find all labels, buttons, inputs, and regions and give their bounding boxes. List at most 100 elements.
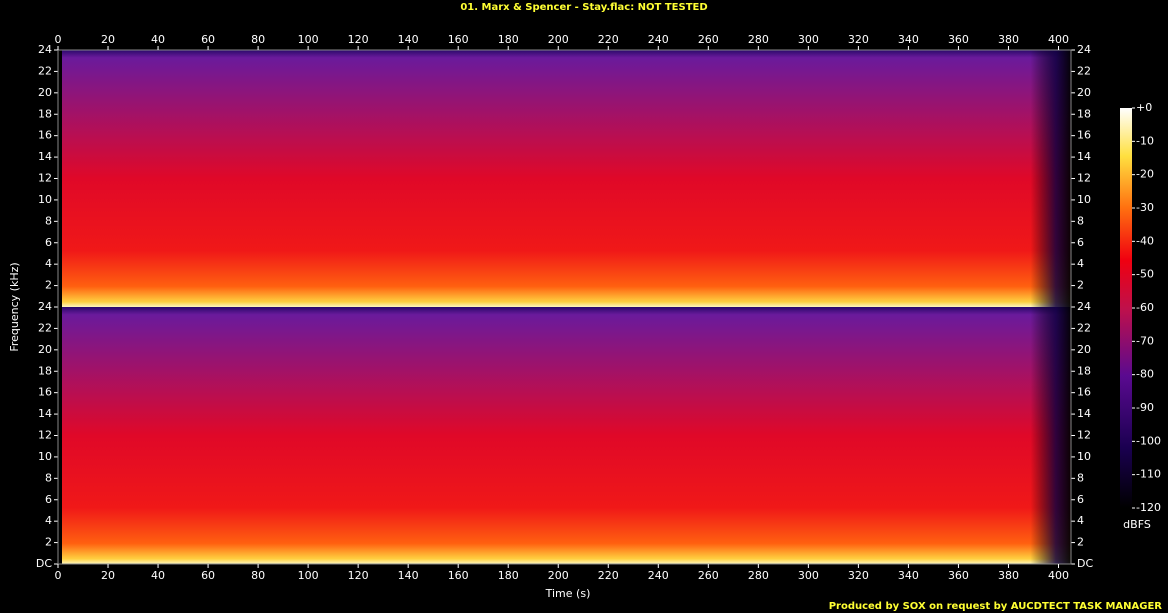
credit: Produced by SOX on request by AUCDTECT T… xyxy=(829,601,1163,612)
y-tick-label: 2 xyxy=(45,279,52,292)
y-tick-label: 20 xyxy=(38,86,52,99)
x-tick-label: 60 xyxy=(201,569,215,582)
y-tick-label: 12 xyxy=(38,172,52,185)
y-tick-label: 4 xyxy=(45,514,52,527)
x-tick-label: 380 xyxy=(998,33,1019,46)
x-tick-label: 400 xyxy=(1048,569,1069,582)
colorbar-tick-label: -20 xyxy=(1136,168,1154,181)
y-tick-label: 16 xyxy=(1077,129,1091,142)
chart-title: 01. Marx & Spencer - Stay.flac: NOT TEST… xyxy=(460,2,707,13)
x-tick-label: 160 xyxy=(448,569,469,582)
y-tick-label: 4 xyxy=(1077,257,1084,270)
y-tick-label: 18 xyxy=(38,364,52,377)
x-axis-label: Time (s) xyxy=(545,587,591,600)
y-tick-label: 10 xyxy=(1077,450,1091,463)
y-tick-label: 10 xyxy=(38,450,52,463)
y-tick-label: 20 xyxy=(1077,343,1091,356)
x-tick-label: 200 xyxy=(548,569,569,582)
y-tick-label: 12 xyxy=(1077,429,1091,442)
y-tick-label: 2 xyxy=(1077,536,1084,549)
colorbar-tick-label: -70 xyxy=(1136,334,1154,347)
y-tick-label: 24 xyxy=(38,43,52,56)
spectrogram-fade xyxy=(58,307,1071,564)
y-tick-label: 12 xyxy=(38,429,52,442)
y-tick-label: 6 xyxy=(45,236,52,249)
y-tick-label: 6 xyxy=(1077,236,1084,249)
x-tick-label: 20 xyxy=(101,569,115,582)
colorbar-tick-label: -100 xyxy=(1136,434,1161,447)
x-tick-label: 320 xyxy=(848,33,869,46)
y-tick-label: 22 xyxy=(1077,321,1091,334)
y-tick-label: 14 xyxy=(1077,407,1091,420)
colorbar-tick-label: -60 xyxy=(1136,301,1154,314)
x-tick-label: 260 xyxy=(698,569,719,582)
x-tick-label: 140 xyxy=(398,569,419,582)
colorbar-tick-label: -90 xyxy=(1136,401,1154,414)
x-tick-label: 60 xyxy=(201,33,215,46)
colorbar-tick-label: -30 xyxy=(1136,201,1154,214)
x-tick-label: 300 xyxy=(798,33,819,46)
x-tick-label: 360 xyxy=(948,569,969,582)
y-tick-label: 8 xyxy=(45,471,52,484)
x-tick-label: 280 xyxy=(748,33,769,46)
y-tick-label: 24 xyxy=(38,300,52,313)
y-tick-label: 10 xyxy=(1077,193,1091,206)
colorbar-tick-label: -110 xyxy=(1136,468,1161,481)
x-tick-label: 400 xyxy=(1048,33,1069,46)
x-tick-label: 100 xyxy=(298,569,319,582)
y-tick-label: 16 xyxy=(38,386,52,399)
x-tick-label: 320 xyxy=(848,569,869,582)
y-tick-label: 8 xyxy=(1077,471,1084,484)
x-tick-label: 200 xyxy=(548,33,569,46)
y-axis-label: Frequency (kHz) xyxy=(8,262,21,351)
y-tick-label: 6 xyxy=(1077,493,1084,506)
colorbar-tick-label: -50 xyxy=(1136,268,1154,281)
y-tick-label: 8 xyxy=(45,214,52,227)
x-tick-label: 340 xyxy=(898,33,919,46)
y-tick-label: 18 xyxy=(38,107,52,120)
x-tick-label: 340 xyxy=(898,569,919,582)
x-tick-label: 240 xyxy=(648,33,669,46)
x-tick-label: 140 xyxy=(398,33,419,46)
x-tick-label: 100 xyxy=(298,33,319,46)
y-tick-label: 16 xyxy=(38,129,52,142)
x-tick-label: 80 xyxy=(251,569,265,582)
colorbar-tick-label: -120 xyxy=(1136,501,1161,514)
y-tick-label: 24 xyxy=(1077,300,1091,313)
y-tick-label: 4 xyxy=(1077,514,1084,527)
spectrogram-intro xyxy=(58,50,62,307)
x-tick-label: 40 xyxy=(151,569,165,582)
x-tick-label: 220 xyxy=(598,33,619,46)
y-tick-label: 6 xyxy=(45,493,52,506)
x-tick-label: 160 xyxy=(448,33,469,46)
x-tick-label: 240 xyxy=(648,569,669,582)
x-tick-label: 0 xyxy=(55,33,62,46)
x-tick-label: 120 xyxy=(348,33,369,46)
spectrogram-intro xyxy=(58,307,62,564)
y-tick-label: 8 xyxy=(1077,214,1084,227)
x-tick-label: 380 xyxy=(998,569,1019,582)
x-tick-label: 280 xyxy=(748,569,769,582)
y-tick-label: 14 xyxy=(38,407,52,420)
y-tick-label: 22 xyxy=(1077,64,1091,77)
y-tick-label: 18 xyxy=(1077,107,1091,120)
y-tick-label: 2 xyxy=(45,536,52,549)
colorbar-label: dBFS xyxy=(1123,518,1151,531)
y-tick-label: 4 xyxy=(45,257,52,270)
colorbar-tick-label: -10 xyxy=(1136,134,1154,147)
colorbar-tick-label: +0 xyxy=(1136,101,1152,114)
y-tick-label: 2 xyxy=(1077,279,1084,292)
y-tick-label: 20 xyxy=(1077,86,1091,99)
y-tick-label: 20 xyxy=(38,343,52,356)
y-tick-label: 24 xyxy=(1077,43,1091,56)
colorbar-tick-label: -40 xyxy=(1136,234,1154,247)
x-tick-label: 20 xyxy=(101,33,115,46)
y-tick-label: DC xyxy=(36,557,52,570)
x-tick-label: 260 xyxy=(698,33,719,46)
x-tick-label: 180 xyxy=(498,569,519,582)
y-tick-label: 14 xyxy=(38,150,52,163)
x-tick-label: 40 xyxy=(151,33,165,46)
x-tick-label: 80 xyxy=(251,33,265,46)
